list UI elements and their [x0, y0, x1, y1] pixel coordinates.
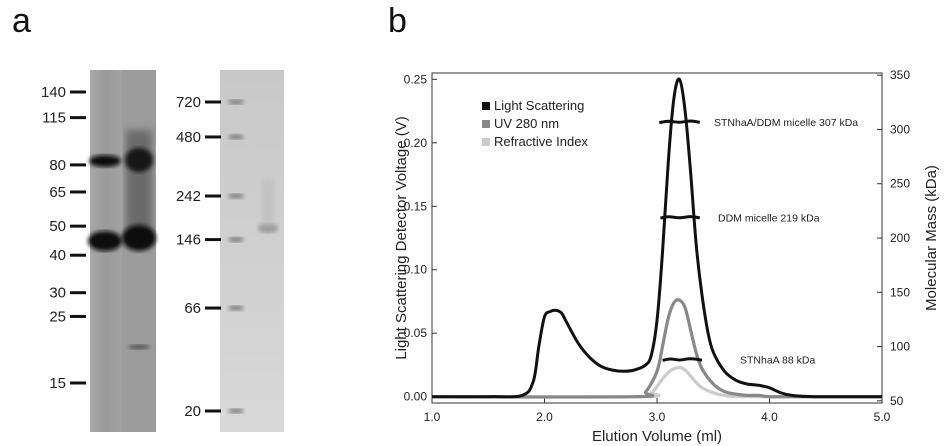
x-axis-ticks: 1.0 2.0 3.0 4.0 5.0 — [424, 398, 891, 424]
y-tick-label: 0.00 — [404, 390, 428, 404]
sec-mals-chart: 1.0 2.0 3.0 4.0 5.0 0.00 0.05 0.10 0.15 0.20 0.25… — [393, 68, 940, 445]
mass-trace — [662, 357, 703, 362]
gel-right-marker-tick — [205, 238, 221, 242]
gel-left-marker-tick — [70, 90, 86, 94]
y2-tick-label: 350 — [890, 68, 910, 82]
x-tick-label: 5.0 — [874, 410, 891, 424]
mass-trace — [659, 119, 701, 125]
gel-right — [220, 70, 284, 432]
gel-left-marker-tick — [70, 253, 86, 257]
gel-left-band-lane2-upper — [125, 148, 153, 172]
gel-left-marker-label: 30 — [49, 285, 66, 302]
gel-right-marker-label: 242 — [176, 188, 201, 205]
legend-swatch-light-scattering — [482, 102, 490, 110]
gel-right-ladder-band — [228, 193, 244, 199]
mass-annotation: DDM micelle 219 kDa — [718, 212, 820, 224]
gel-left-marker-ladder: 140 115 80 65 50 40 30 25 15 — [41, 84, 86, 392]
gel-right-marker-label: 146 — [176, 232, 201, 249]
y2-tick-label: 100 — [890, 340, 910, 354]
mass-annotation: STNhaA 88 kDa — [740, 355, 815, 367]
gel-left-marker-label: 15 — [49, 375, 66, 392]
gel-right-marker-label: 720 — [176, 94, 201, 111]
panel-letter-b: b — [388, 2, 407, 40]
gel-left-marker-tick — [70, 224, 86, 228]
gel-right-marker-tick — [205, 194, 221, 198]
legend-swatch-uv — [482, 120, 490, 128]
legend-swatch-ri — [482, 138, 490, 146]
legend-label-light-scattering: Light Scattering — [494, 98, 584, 113]
y-tick-label: 0.20 — [404, 136, 428, 150]
y-tick-label: 0.05 — [404, 326, 428, 340]
legend-label-ri: Refractive Index — [494, 134, 588, 149]
gel-left-marker-label: 65 — [49, 184, 66, 201]
gel-left-band-lane1-lower — [88, 231, 122, 251]
gel-left-marker-label: 50 — [49, 218, 66, 235]
gel-left-marker-tick — [70, 190, 86, 194]
gel-left-marker-tick — [70, 381, 86, 385]
legend: Light Scattering UV 280 nm Refractive In… — [482, 98, 588, 149]
gel-right-ladder-band — [228, 408, 244, 414]
mass-layer: STNhaA/DDM micelle 307 kDa DDM micelle 21… — [659, 117, 858, 367]
gel-left-band-lane1-upper — [89, 155, 121, 167]
y-tick-label: 0.10 — [404, 263, 428, 277]
series-light-scattering — [431, 77, 883, 399]
gel-left-band-lane2-faint — [128, 344, 150, 350]
gel-left-band-lane2-lower — [122, 225, 156, 251]
mass-annotation: STNhaA/DDM micelle 307 kDa — [714, 117, 858, 129]
gel-left-marker-tick — [70, 116, 86, 120]
y2-tick-label: 200 — [890, 231, 910, 245]
gel-right-marker-label: 480 — [176, 129, 201, 146]
gel-left-marker-tick — [70, 163, 86, 167]
y-tick-label: 0.15 — [404, 199, 428, 213]
gel-right-sample-smear — [262, 180, 274, 225]
gel-right-sample-band — [258, 223, 278, 233]
y2-axis-label: Molecular Mass (kDa) — [923, 165, 940, 311]
x-tick-label: 3.0 — [649, 410, 666, 424]
gel-right-marker-label: 20 — [184, 403, 201, 420]
y-tick-label: 0.25 — [404, 72, 428, 86]
legend-label-uv: UV 280 nm — [494, 116, 559, 131]
gel-right-marker-tick — [205, 135, 221, 139]
gel-left-marker-label: 25 — [49, 308, 66, 325]
gel-left-marker-label: 80 — [49, 157, 66, 174]
series-layer — [431, 77, 883, 399]
gel-right-lane-area — [220, 70, 284, 432]
gel-right-ladder-band — [228, 237, 244, 243]
x-axis-label: Elution Volume (ml) — [592, 428, 722, 445]
gel-right-marker-tick — [205, 409, 221, 413]
gel-left-lane-1 — [90, 70, 122, 432]
gel-left-smear-lane2 — [126, 130, 152, 240]
y2-axis-ticks: 50 100 150 200 250 300 350 — [877, 68, 910, 408]
y2-tick-label: 300 — [890, 122, 910, 136]
gel-right-ladder-band — [228, 305, 244, 311]
gel-left-marker-label: 115 — [42, 110, 66, 127]
gel-right-marker-tick — [205, 100, 221, 104]
gel-right-marker-label: 66 — [184, 300, 201, 317]
gel-right-ladder-band — [228, 134, 244, 140]
gel-left — [88, 70, 156, 432]
y2-tick-label: 250 — [890, 177, 910, 191]
gel-left-marker-tick — [70, 314, 86, 318]
series-refractive-index — [431, 365, 883, 399]
y-axis-ticks: 0.00 0.05 0.10 0.15 0.20 0.25 — [404, 72, 437, 404]
y2-tick-label: 50 — [890, 394, 904, 408]
gel-left-marker-label: 40 — [49, 247, 66, 264]
x-tick-label: 2.0 — [536, 410, 553, 424]
x-tick-label: 1.0 — [424, 410, 441, 424]
gel-right-marker-tick — [205, 306, 221, 310]
gel-left-marker-tick — [70, 291, 86, 295]
gel-right-ladder-band — [228, 99, 244, 105]
panel-letter-a: a — [12, 2, 31, 40]
y-axis-label: Light Scattering Detector Voltage (V) — [393, 116, 410, 359]
y2-tick-label: 150 — [890, 285, 910, 299]
gel-right-marker-ladder: 720 480 242 146 66 20 — [176, 94, 244, 420]
gel-left-marker-label: 140 — [41, 84, 66, 101]
series-uv-280 — [431, 298, 882, 399]
mass-trace — [660, 215, 701, 220]
x-tick-label: 4.0 — [761, 410, 778, 424]
